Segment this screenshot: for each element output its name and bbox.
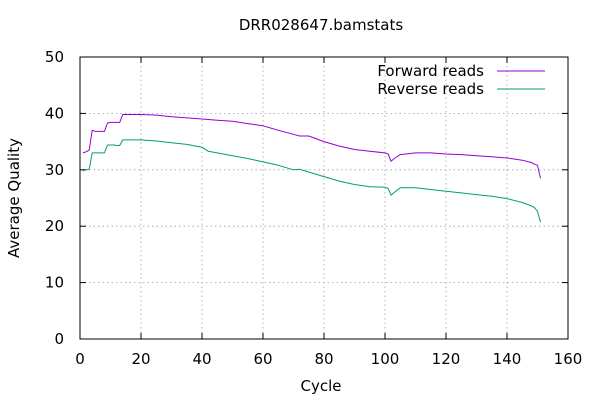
x-tick-label: 20 — [131, 350, 150, 368]
x-tick-label: 60 — [253, 350, 272, 368]
series-line-reverse-reads — [82, 139, 541, 223]
x-tick-label: 0 — [75, 350, 85, 368]
chart-title: DRR028647.bamstats — [239, 16, 404, 34]
y-tick-label: 10 — [45, 274, 64, 292]
axis-ticks: 0 20 40 60 80 100 120 140 160 0 10 20 30 40 50 — [45, 48, 582, 368]
x-tick-label: 140 — [493, 350, 522, 368]
x-tick-label: 160 — [554, 350, 583, 368]
x-tick-label: 40 — [192, 350, 211, 368]
x-tick-label: 100 — [371, 350, 400, 368]
y-axis-label: Average Quality — [5, 138, 23, 258]
x-axis-label: Cycle — [301, 377, 342, 395]
series-lines — [82, 114, 541, 223]
x-tick-label: 120 — [432, 350, 461, 368]
y-tick-label: 50 — [45, 48, 64, 66]
series-line-forward-reads — [82, 114, 541, 179]
plot-frame — [79, 56, 569, 340]
x-tick-label: 80 — [314, 350, 333, 368]
legend-label-forward-reads: Forward reads — [377, 62, 484, 80]
y-tick-label: 30 — [45, 161, 64, 179]
y-tick-label: 40 — [45, 104, 64, 122]
y-tick-label: 0 — [54, 330, 64, 348]
legend-label-reverse-reads: Reverse reads — [377, 80, 484, 98]
grid-lines — [80, 57, 568, 339]
y-tick-label: 20 — [45, 217, 64, 235]
